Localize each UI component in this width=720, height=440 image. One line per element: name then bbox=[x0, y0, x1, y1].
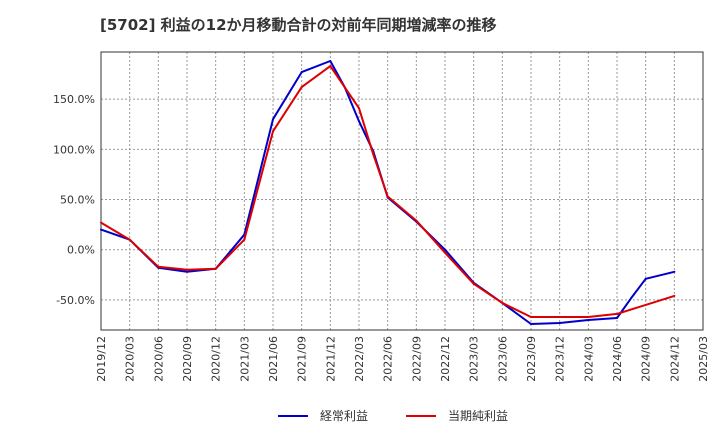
x-tick-label: 2023/06 bbox=[496, 336, 509, 382]
x-tick-label: 2021/06 bbox=[267, 336, 280, 382]
data-point-2 bbox=[272, 130, 274, 133]
x-tick-label: 2023/03 bbox=[468, 336, 481, 382]
data-point-2 bbox=[214, 267, 217, 270]
x-tick-label: 2025/03 bbox=[697, 336, 710, 382]
data-point-2 bbox=[673, 294, 676, 297]
plot-frame bbox=[100, 51, 704, 331]
data-point-2 bbox=[186, 268, 188, 271]
data-point-2 bbox=[644, 303, 647, 306]
x-tick-label: 2020/03 bbox=[124, 336, 137, 382]
y-tick-label: 100.0% bbox=[53, 143, 95, 156]
data-point-1 bbox=[587, 318, 590, 321]
x-tick-label: 2024/12 bbox=[668, 336, 681, 382]
x-tick-label: 2019/12 bbox=[95, 336, 108, 382]
x-tick-label: 2023/12 bbox=[554, 336, 567, 382]
y-tick-label: 0.0% bbox=[67, 244, 95, 257]
x-tick-label: 2020/06 bbox=[152, 336, 165, 382]
y-tick-label: -50.0% bbox=[56, 294, 95, 307]
data-point-1 bbox=[358, 120, 360, 123]
y-tick-label: 50.0% bbox=[60, 194, 95, 207]
grid bbox=[101, 52, 703, 330]
data-point-2 bbox=[329, 65, 332, 68]
data-point-1 bbox=[616, 316, 618, 319]
data-point-2 bbox=[415, 219, 418, 222]
legend-label-1: 経常利益 bbox=[320, 409, 368, 423]
data-point-1 bbox=[300, 71, 303, 74]
x-tick-label: 2022/12 bbox=[439, 336, 452, 382]
legend-label-2: 当期純利益 bbox=[448, 409, 508, 423]
data-point-1 bbox=[673, 270, 676, 273]
data-point-1 bbox=[630, 296, 633, 299]
data-point-1 bbox=[558, 321, 561, 324]
data-point-2 bbox=[472, 282, 475, 285]
data-point-1 bbox=[444, 248, 446, 251]
x-tick-label: 2022/09 bbox=[410, 336, 423, 382]
x-tick-label: 2024/09 bbox=[640, 336, 653, 382]
data-point-2 bbox=[501, 301, 504, 304]
x-tick-label: 2024/03 bbox=[582, 336, 595, 382]
data-point-2 bbox=[616, 312, 618, 315]
x-tick-label: 2022/06 bbox=[382, 336, 395, 382]
data-point-1 bbox=[272, 118, 274, 121]
x-tick-label: 2020/09 bbox=[181, 336, 194, 382]
data-point-2 bbox=[372, 153, 375, 156]
data-point-2 bbox=[386, 195, 389, 198]
data-point-2 bbox=[243, 238, 246, 241]
legend: 経常利益 当期純利益 bbox=[278, 409, 508, 423]
data-point-2 bbox=[530, 315, 532, 318]
data-point-2 bbox=[444, 251, 446, 254]
axes: 150.0% 100.0% 50.0% 0.0% -50.0% 2019/12 2020/0… bbox=[53, 51, 710, 382]
data-point-2 bbox=[558, 315, 561, 318]
x-tick-label: 2023/09 bbox=[525, 336, 538, 382]
data-point-1 bbox=[100, 228, 102, 231]
x-tick-label: 2021/12 bbox=[324, 336, 337, 382]
x-tick-label: 2020/12 bbox=[210, 336, 223, 382]
data-point-2 bbox=[157, 265, 160, 268]
data-point-1 bbox=[530, 322, 532, 325]
x-tick-label: 2022/03 bbox=[353, 336, 366, 382]
x-tick-label: 2021/09 bbox=[296, 336, 309, 382]
x-tick-label: 2021/03 bbox=[238, 336, 251, 382]
data-point-2 bbox=[128, 238, 131, 241]
data-point-1 bbox=[186, 270, 188, 273]
data-point-2 bbox=[358, 107, 360, 110]
y-tick-label: 150.0% bbox=[53, 93, 95, 106]
data-point-2 bbox=[587, 315, 590, 318]
x-tick-label: 2024/06 bbox=[611, 336, 624, 382]
data-point-2 bbox=[300, 86, 303, 89]
data-point-1 bbox=[329, 60, 332, 63]
data-point-1 bbox=[644, 277, 647, 280]
series-layer bbox=[100, 60, 676, 325]
series-line-2 bbox=[100, 65, 675, 318]
data-point-2 bbox=[100, 221, 102, 224]
chart-title: [5702] 利益の12か月移動合計の対前年同期増減率の推移 bbox=[100, 16, 497, 34]
